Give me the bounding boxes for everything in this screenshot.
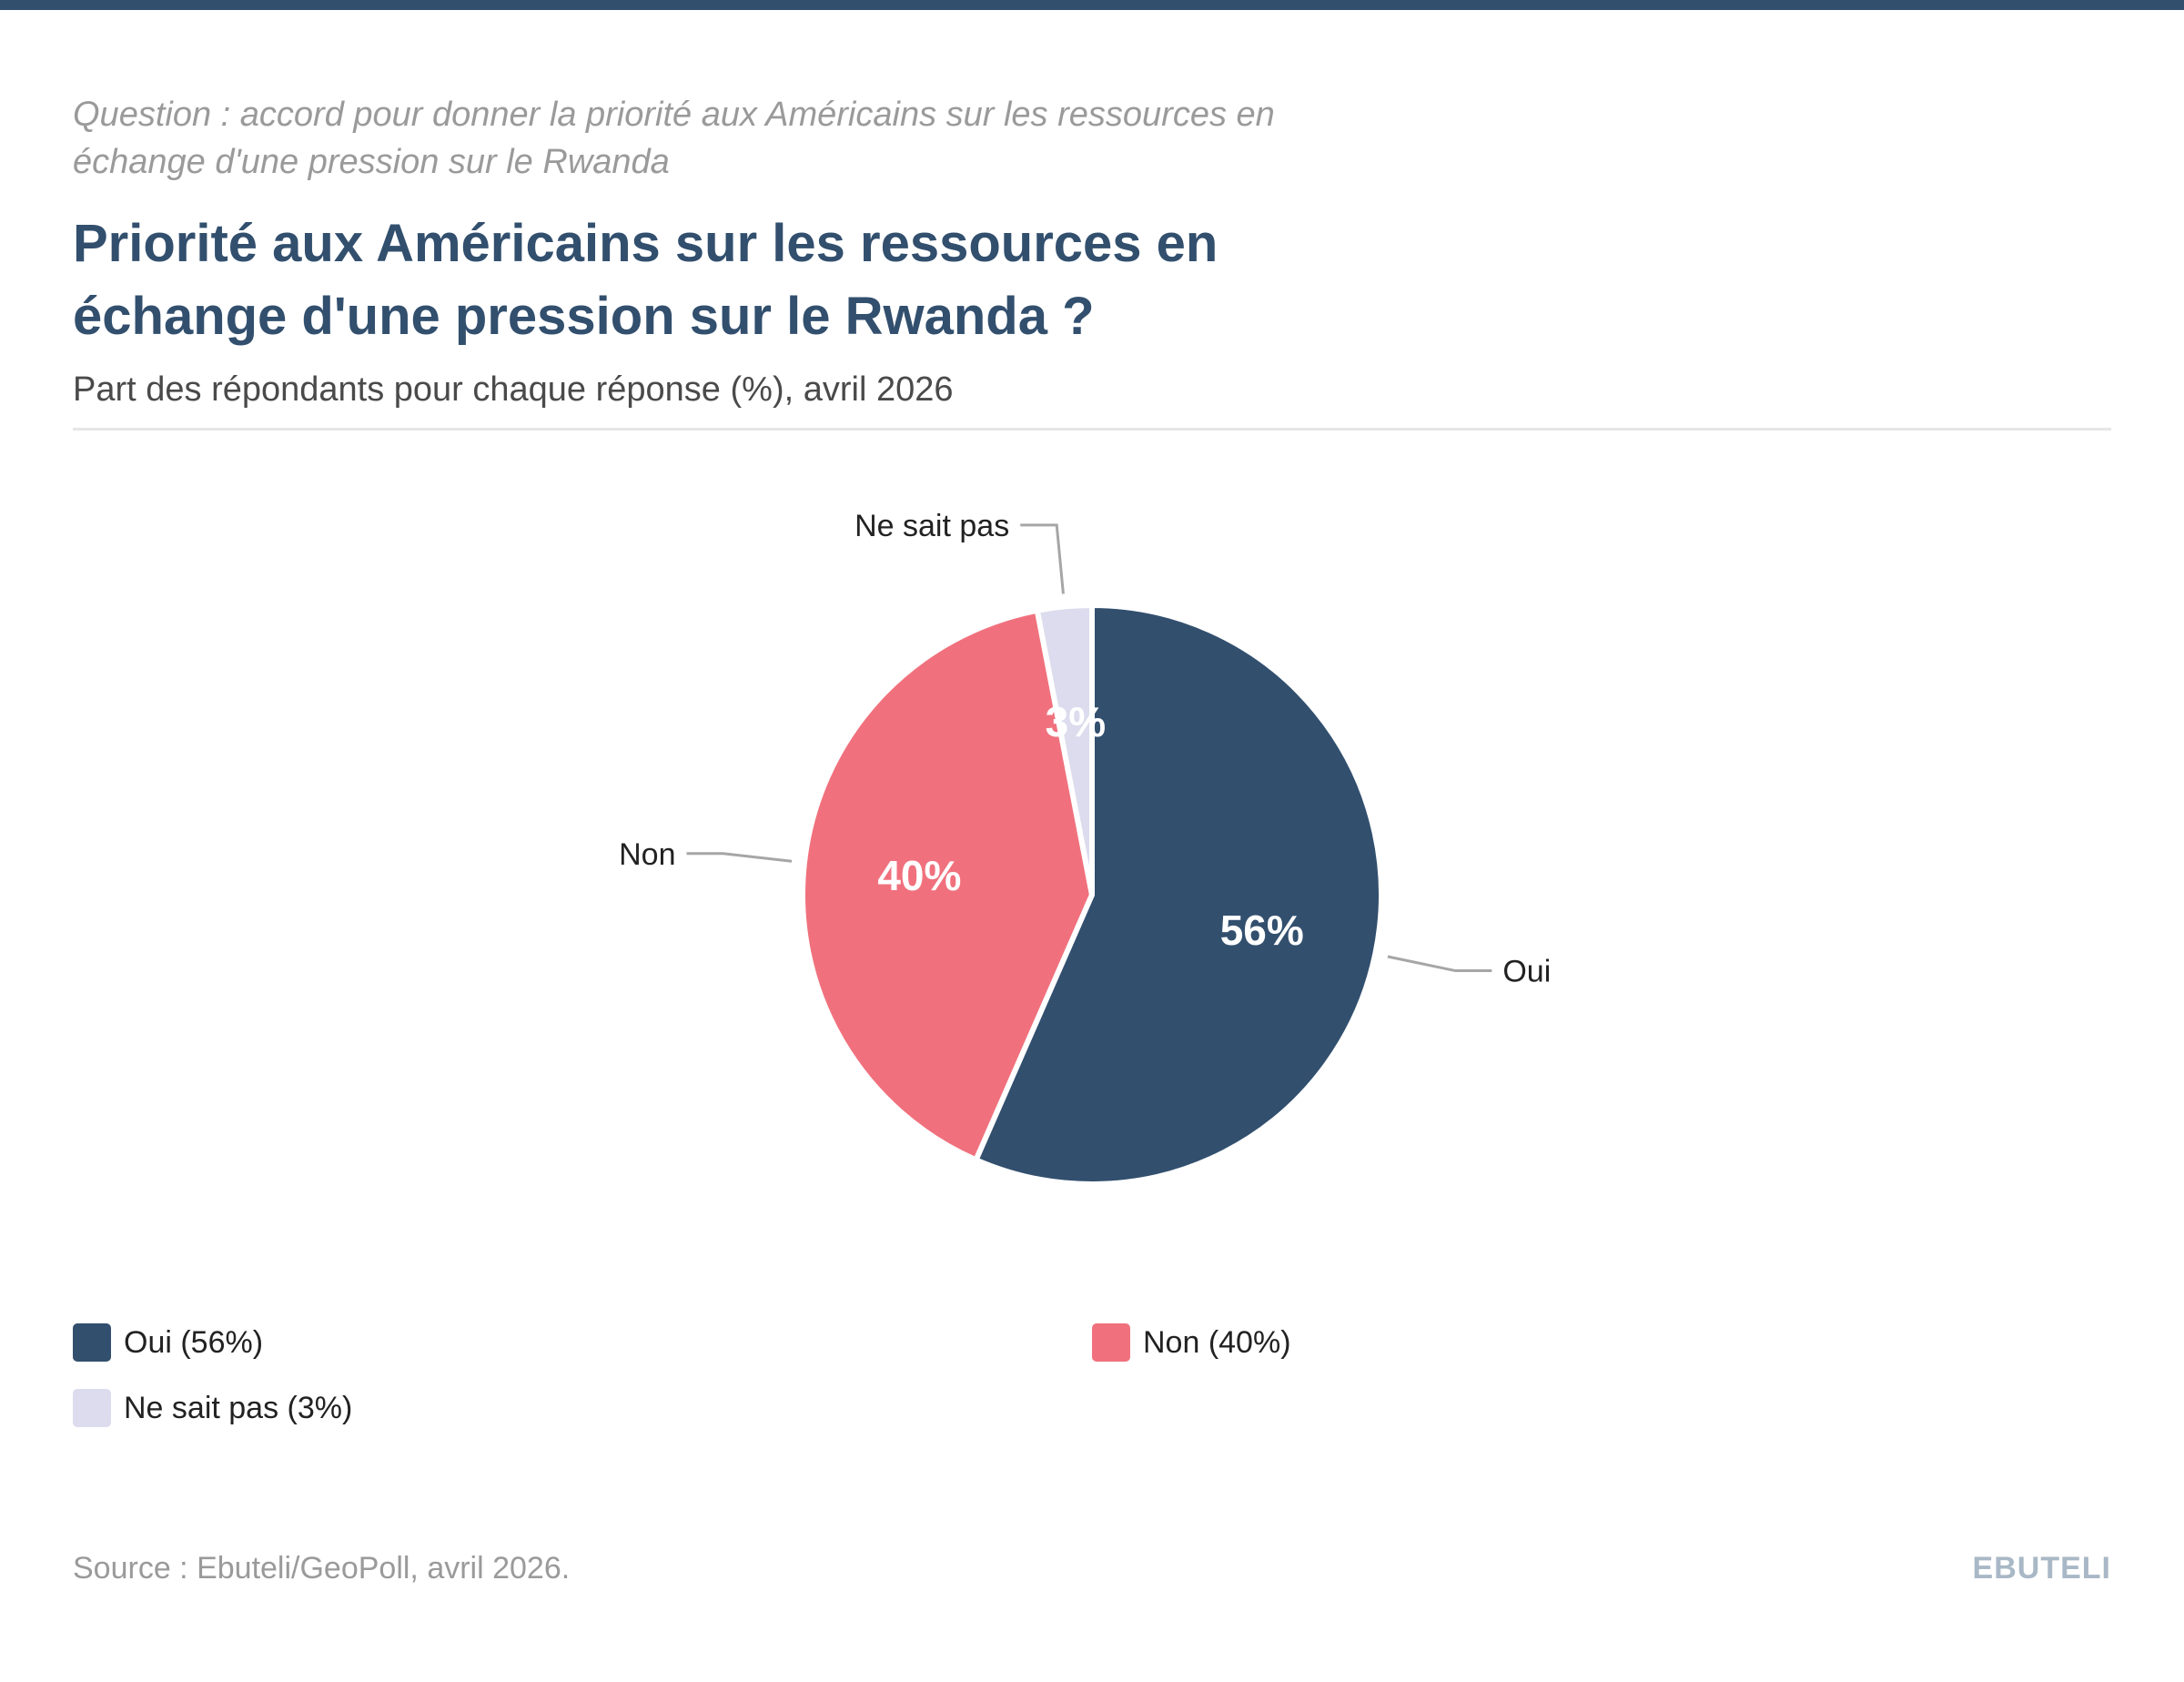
category-label-ne-sait-pas: Ne sait pas	[854, 509, 1009, 543]
top-accent-bar	[0, 0, 2184, 10]
chart-title: Priorité aux Américains sur les ressourc…	[73, 214, 1218, 346]
legend-swatch-non	[1092, 1323, 1130, 1362]
legend-label-non: Non (40%)	[1143, 1324, 1291, 1360]
header-divider	[73, 428, 2111, 431]
legend-label-ne-sait-pas: Ne sait pas (3%)	[124, 1390, 353, 1425]
question-text: Question : accord pour donner la priorit…	[73, 96, 1275, 181]
value-label-ne-sait-pas: 3%	[1046, 698, 1106, 745]
legend-label-oui: Oui (56%)	[124, 1324, 264, 1360]
value-label-oui: 56%	[1220, 907, 1304, 954]
chart-subtitle: Part des répondants pour chaque réponse …	[73, 370, 954, 409]
leader-line-oui	[1387, 955, 1492, 973]
pie-slice-ne-sait-pas[interactable]	[1034, 603, 1095, 897]
category-label-oui: Oui	[1502, 955, 1551, 989]
legend-swatch-oui	[73, 1323, 111, 1362]
pie-slice-non[interactable]	[800, 607, 1095, 1163]
leader-line-non	[686, 852, 793, 863]
brand-logo-text: EBUTELI	[1972, 1551, 2111, 1586]
legend-item-ne-sait-pas[interactable]: Ne sait pas (3%)	[73, 1387, 352, 1429]
source-note: Source : Ebuteli/GeoPoll, avril 2026.	[73, 1551, 571, 1586]
legend-item-oui[interactable]: Oui (56%)	[73, 1322, 263, 1363]
pie-slice-oui[interactable]	[973, 603, 1385, 1187]
legend-item-non[interactable]: Non (40%)	[1092, 1322, 1291, 1363]
category-label-non: Non	[619, 837, 675, 872]
legend-swatch-ne-sait-pas	[73, 1389, 111, 1427]
leader-line-ne-sait-pas	[1020, 523, 1065, 594]
value-label-non: 40%	[877, 852, 961, 899]
